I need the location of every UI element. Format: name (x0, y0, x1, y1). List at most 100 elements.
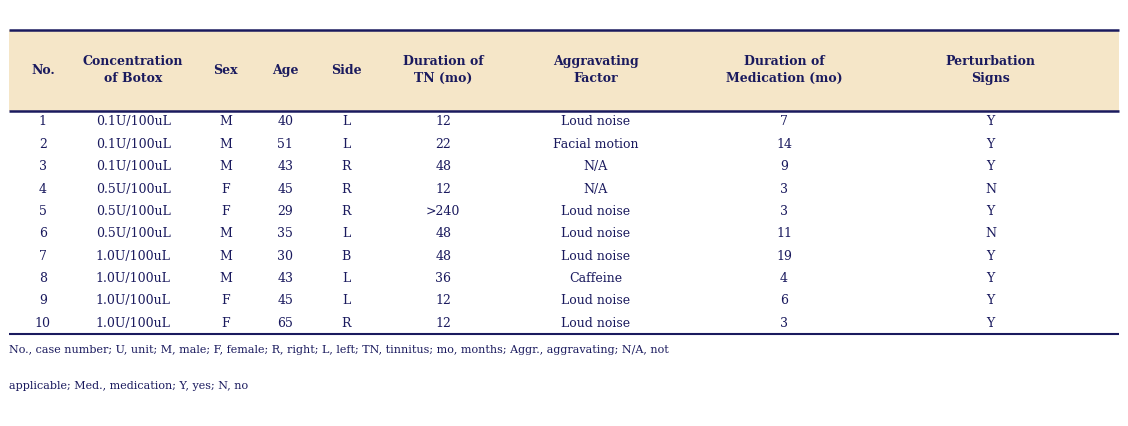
Text: Sex: Sex (213, 64, 238, 77)
Text: of Botox: of Botox (104, 72, 162, 85)
Text: >240: >240 (426, 205, 460, 218)
Text: 45: 45 (277, 294, 293, 308)
Text: Loud noise: Loud noise (561, 115, 631, 129)
Text: Factor: Factor (573, 72, 618, 85)
Text: 3: 3 (779, 182, 788, 196)
Text: Age: Age (272, 64, 299, 77)
Text: 30: 30 (277, 250, 293, 263)
Text: N/A: N/A (583, 160, 608, 173)
Text: 29: 29 (277, 205, 293, 218)
Text: Y: Y (986, 272, 995, 285)
Text: Y: Y (986, 317, 995, 330)
Text: Medication (mo): Medication (mo) (725, 72, 843, 85)
Text: 7: 7 (39, 250, 46, 263)
Text: 0.1U/100uL: 0.1U/100uL (96, 115, 170, 129)
Text: Facial motion: Facial motion (553, 138, 638, 151)
Text: 6: 6 (779, 294, 788, 308)
Text: R: R (342, 317, 351, 330)
Text: 43: 43 (277, 160, 293, 173)
Text: 12: 12 (435, 115, 451, 129)
Text: R: R (342, 182, 351, 196)
Text: 19: 19 (776, 250, 792, 263)
Text: 8: 8 (38, 272, 47, 285)
Text: L: L (342, 272, 351, 285)
Text: Duration of: Duration of (403, 55, 484, 68)
Text: No.: No. (30, 64, 55, 77)
Bar (9, 30, 1119, 111)
Text: 2: 2 (39, 138, 46, 151)
Text: M: M (219, 227, 232, 240)
Text: 7: 7 (781, 115, 787, 129)
Text: M: M (219, 272, 232, 285)
Text: 9: 9 (781, 160, 787, 173)
Text: 0.1U/100uL: 0.1U/100uL (96, 160, 170, 173)
Text: 4: 4 (779, 272, 788, 285)
Text: Y: Y (986, 205, 995, 218)
Text: Y: Y (986, 160, 995, 173)
Text: Side: Side (331, 64, 362, 77)
Text: Loud noise: Loud noise (561, 205, 631, 218)
Text: 1.0U/100uL: 1.0U/100uL (96, 272, 170, 285)
Text: applicable; Med., medication; Y, yes; N, no: applicable; Med., medication; Y, yes; N,… (9, 381, 248, 391)
Text: N: N (985, 227, 996, 240)
Text: 3: 3 (38, 160, 47, 173)
Text: 0.5U/100uL: 0.5U/100uL (96, 182, 170, 196)
Text: Loud noise: Loud noise (561, 294, 631, 308)
Text: Y: Y (986, 250, 995, 263)
Text: 48: 48 (435, 250, 451, 263)
Text: 48: 48 (435, 160, 451, 173)
Text: 1.0U/100uL: 1.0U/100uL (96, 250, 170, 263)
Text: Concentration: Concentration (82, 55, 184, 68)
Text: L: L (342, 115, 351, 129)
Text: N: N (985, 182, 996, 196)
Text: F: F (221, 294, 230, 308)
Text: 6: 6 (38, 227, 47, 240)
Text: 14: 14 (776, 138, 792, 151)
Text: Y: Y (986, 115, 995, 129)
Text: L: L (342, 227, 351, 240)
Text: 36: 36 (435, 272, 451, 285)
Text: 43: 43 (277, 272, 293, 285)
Text: 51: 51 (277, 138, 293, 151)
Text: 5: 5 (39, 205, 46, 218)
Text: F: F (221, 182, 230, 196)
Text: M: M (219, 115, 232, 129)
Text: Y: Y (986, 138, 995, 151)
Text: L: L (342, 138, 351, 151)
Text: 0.1U/100uL: 0.1U/100uL (96, 138, 170, 151)
Text: No., case number; U, unit; M, male; F, female; R, right; L, left; TN, tinnitus; : No., case number; U, unit; M, male; F, f… (9, 345, 669, 355)
Text: M: M (219, 160, 232, 173)
Text: 1.0U/100uL: 1.0U/100uL (96, 317, 170, 330)
Text: 0.5U/100uL: 0.5U/100uL (96, 227, 170, 240)
Text: R: R (342, 205, 351, 218)
Text: 1.0U/100uL: 1.0U/100uL (96, 294, 170, 308)
Text: 40: 40 (277, 115, 293, 129)
Text: 12: 12 (435, 182, 451, 196)
Text: 11: 11 (776, 227, 792, 240)
Text: 1: 1 (38, 115, 47, 129)
Text: 3: 3 (779, 317, 788, 330)
Text: TN (mo): TN (mo) (414, 72, 473, 85)
Text: 22: 22 (435, 138, 451, 151)
Text: Loud noise: Loud noise (561, 317, 631, 330)
Text: 9: 9 (39, 294, 46, 308)
Text: 12: 12 (435, 294, 451, 308)
Text: Duration of: Duration of (743, 55, 825, 68)
Text: Aggravating: Aggravating (553, 55, 638, 68)
Text: Caffeine: Caffeine (569, 272, 623, 285)
Text: L: L (342, 294, 351, 308)
Text: B: B (342, 250, 351, 263)
Text: N/A: N/A (583, 182, 608, 196)
Text: 48: 48 (435, 227, 451, 240)
Text: 3: 3 (779, 205, 788, 218)
Text: 65: 65 (277, 317, 293, 330)
Text: M: M (219, 138, 232, 151)
Text: Loud noise: Loud noise (561, 250, 631, 263)
Text: F: F (221, 205, 230, 218)
Text: 0.5U/100uL: 0.5U/100uL (96, 205, 170, 218)
Text: 45: 45 (277, 182, 293, 196)
Text: R: R (342, 160, 351, 173)
Text: Y: Y (986, 294, 995, 308)
Text: M: M (219, 250, 232, 263)
Text: F: F (221, 317, 230, 330)
